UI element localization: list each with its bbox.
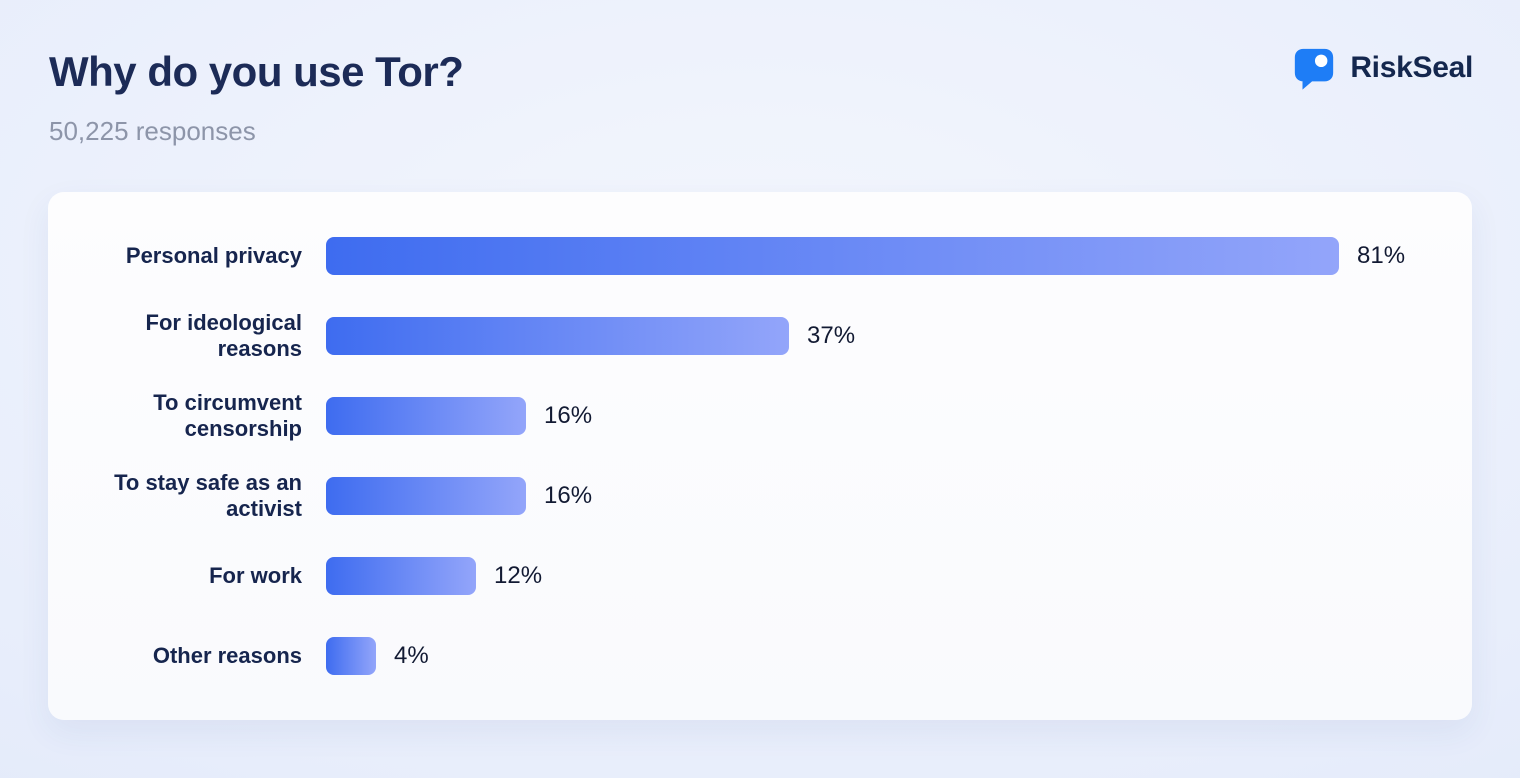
responses-count: 50,225 responses	[49, 116, 256, 146]
chart-card: Personal privacy 81% For ideological reaso…	[48, 192, 1472, 720]
bar	[326, 237, 1339, 275]
page-title: Why do you use Tor?	[49, 48, 464, 95]
value-label: 16%	[544, 402, 593, 429]
brand-name: RiskSeal	[1350, 51, 1473, 84]
chart-row: Other reasons 4%	[72, 616, 1448, 696]
category-label: Personal privacy	[125, 243, 302, 269]
brand-lockup: RiskSeal	[1291, 45, 1473, 91]
riskseal-logo-icon	[1291, 45, 1337, 91]
value-label: 16%	[544, 482, 593, 509]
category-label: For work	[209, 563, 302, 589]
value-label: 37%	[807, 322, 856, 349]
category-label: Other reasons	[152, 643, 302, 669]
chart-row: Personal privacy 81%	[72, 216, 1448, 296]
category-label: For ideological reasons	[145, 310, 302, 361]
chart-row: To stay safe as an activist 16%	[72, 456, 1448, 536]
category-label: To stay safe as an activist	[114, 470, 302, 521]
bar	[326, 317, 789, 355]
bar	[326, 557, 476, 595]
bar	[326, 397, 526, 435]
chart-row: To circumvent censorship 16%	[72, 376, 1448, 456]
chart-row: For work 12%	[72, 536, 1448, 616]
bar	[326, 477, 526, 515]
category-label: To circumvent censorship	[153, 390, 302, 441]
value-label: 4%	[394, 642, 429, 669]
value-label: 12%	[494, 562, 543, 589]
bar-chart: Personal privacy 81% For ideological reaso…	[72, 216, 1448, 696]
chart-row: For ideological reasons 37%	[72, 296, 1448, 376]
value-label: 81%	[1357, 242, 1406, 269]
bar	[326, 637, 376, 675]
